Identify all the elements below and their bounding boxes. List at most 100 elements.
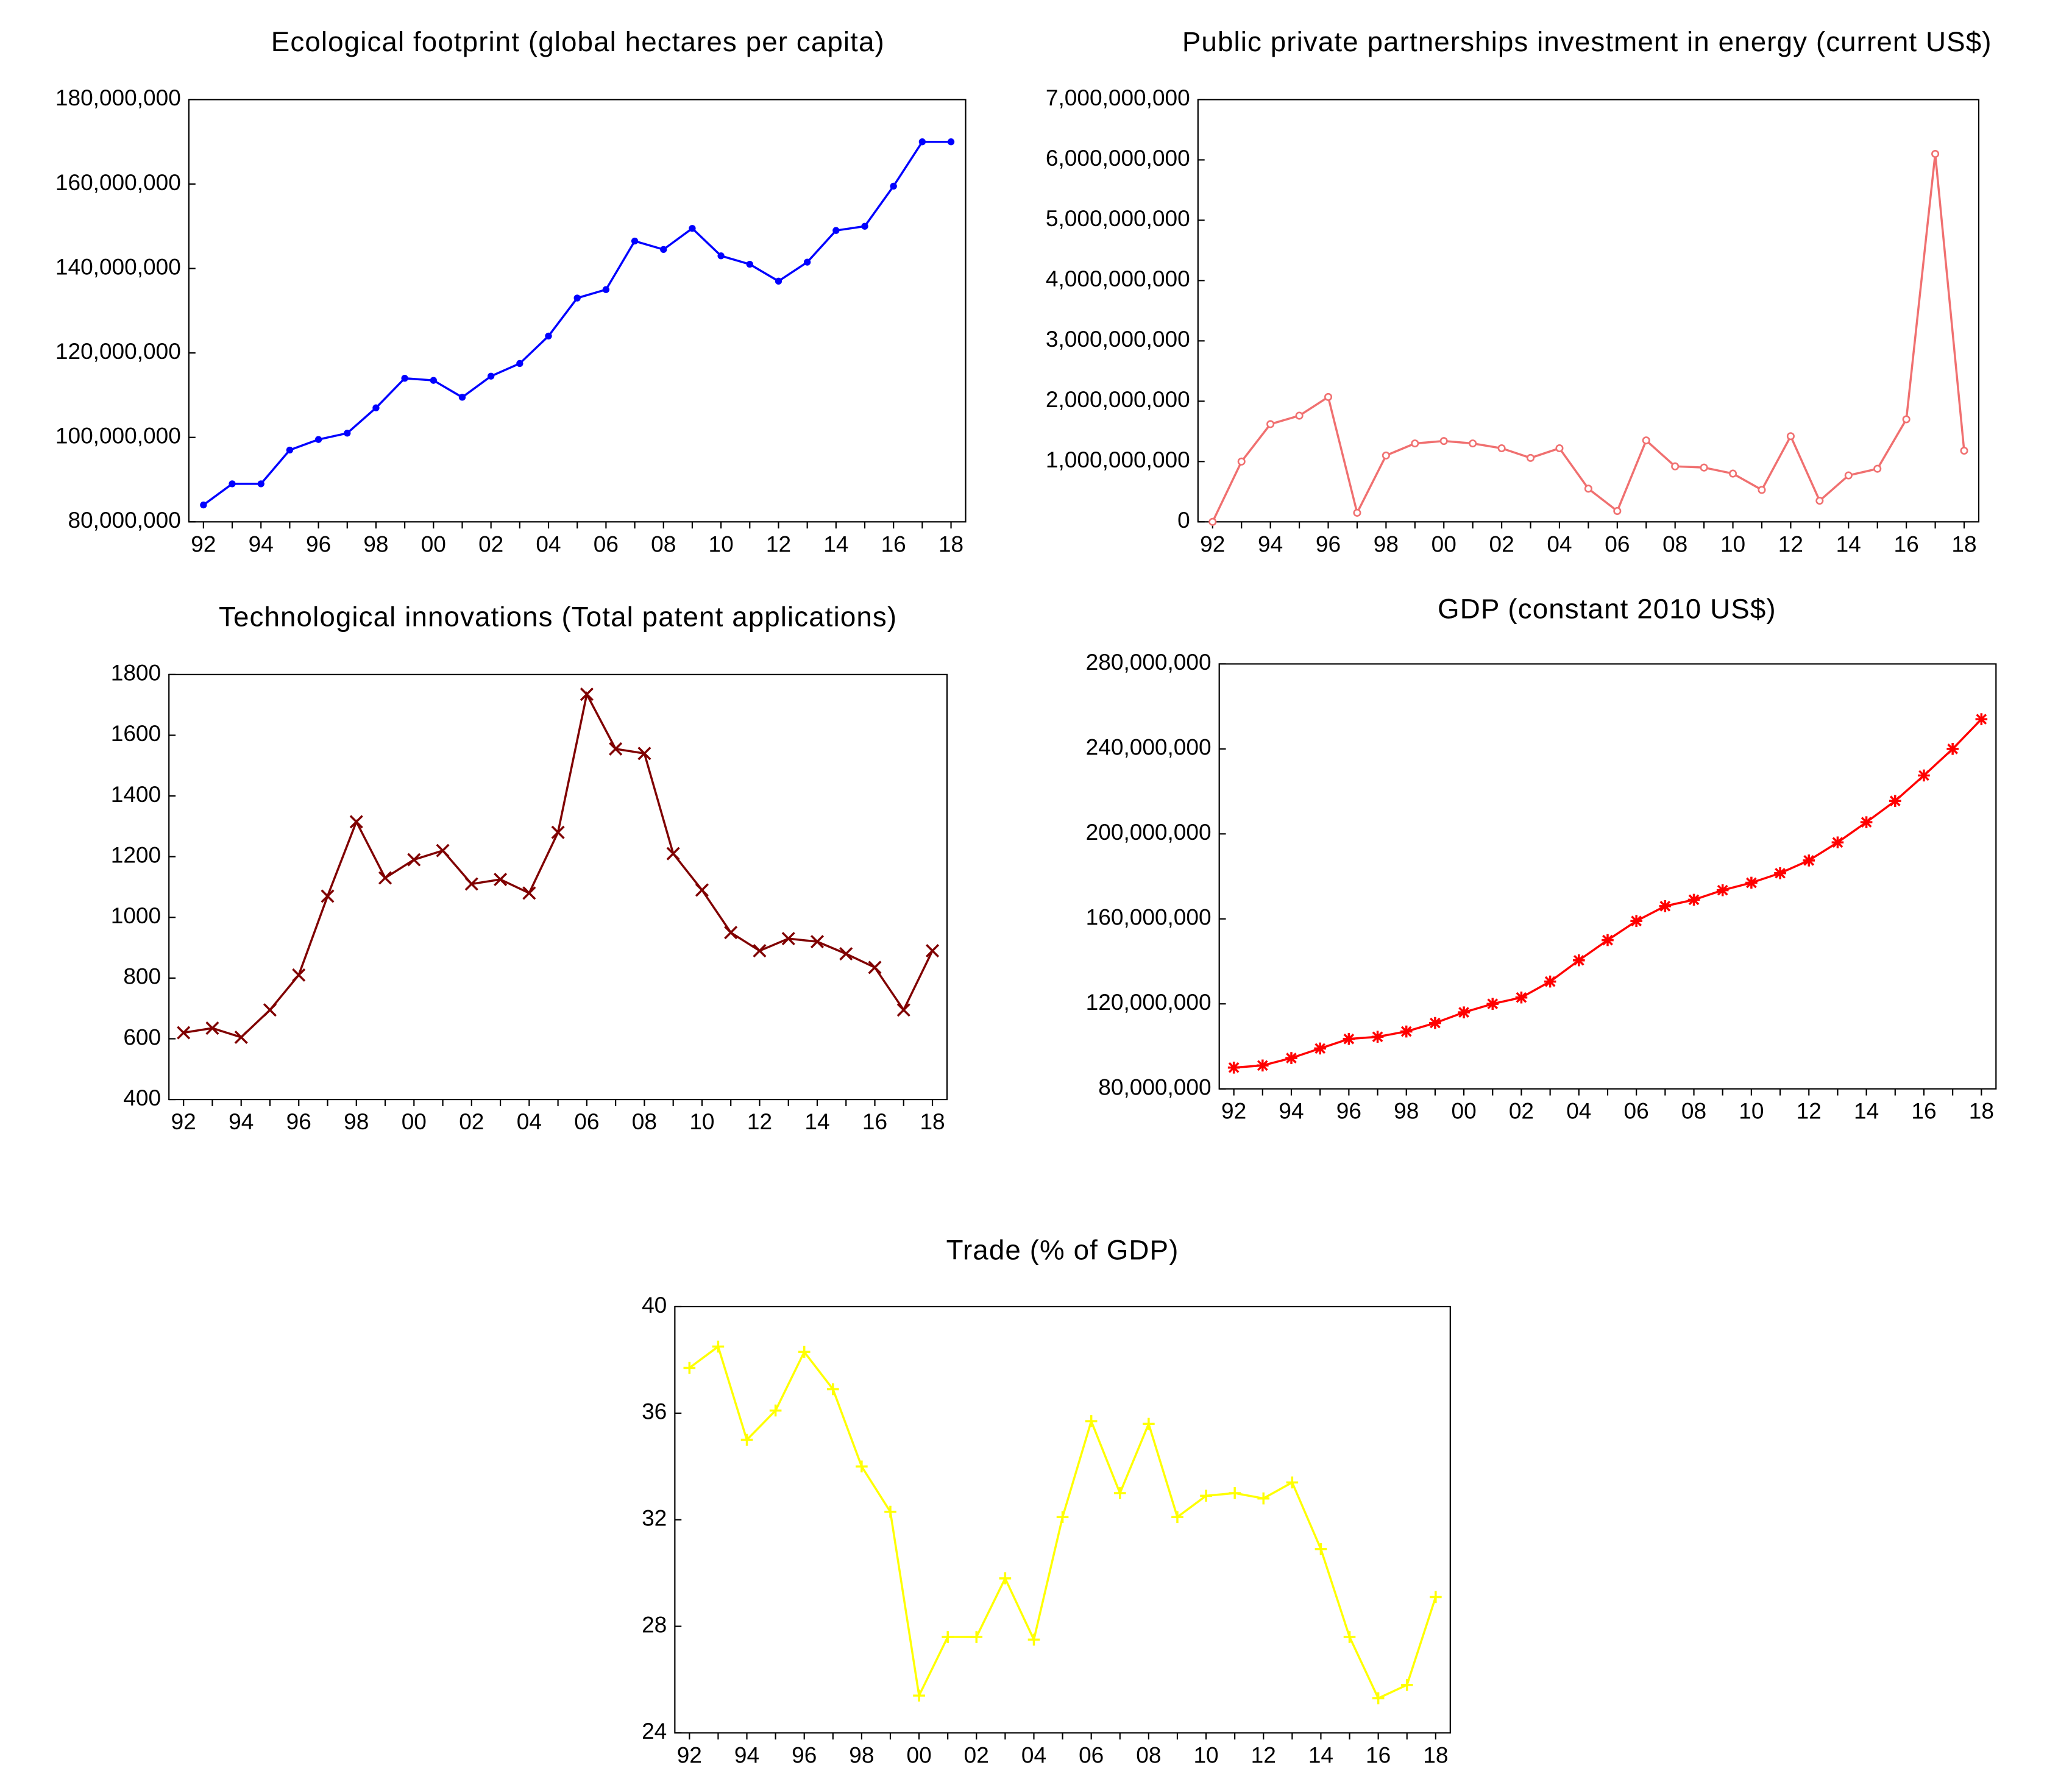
y-tick-label: 40 <box>642 1292 667 1318</box>
x-tick-label: 10 <box>1193 1742 1218 1767</box>
data-point <box>1469 439 1477 448</box>
x-tick-label: 08 <box>632 1109 657 1134</box>
plot-frame <box>1218 663 1997 1090</box>
data-point <box>1429 1017 1441 1029</box>
data-point <box>913 1689 925 1702</box>
data-point <box>522 886 536 900</box>
data-point <box>1400 1678 1413 1691</box>
data-point <box>1946 743 1959 755</box>
x-tick-label: 96 <box>306 531 331 556</box>
data-point <box>1630 915 1642 928</box>
data-point <box>1671 462 1680 470</box>
data-point <box>1200 1489 1212 1502</box>
chart-title: Trade (% of GDP) <box>946 1235 1179 1266</box>
data-point <box>856 1460 868 1473</box>
data-point <box>1786 432 1795 441</box>
x-tick-label: 92 <box>1221 1098 1246 1124</box>
x-tick-label: 00 <box>906 1742 931 1767</box>
x-tick-label: 00 <box>1432 531 1456 556</box>
x-tick-label: 04 <box>536 531 561 556</box>
data-point <box>580 687 594 701</box>
x-tick-label: 00 <box>402 1109 427 1134</box>
y-tick-label: 36 <box>642 1399 667 1424</box>
data-point <box>1975 713 1988 725</box>
data-line <box>183 691 934 1038</box>
plot-frame <box>188 99 967 523</box>
y-tick-label: 100,000,000 <box>55 422 181 448</box>
data-point <box>1716 884 1729 896</box>
data-point <box>947 138 955 146</box>
x-tick-label: 06 <box>1079 1742 1104 1767</box>
x-tick-label: 04 <box>517 1109 542 1134</box>
data-point <box>637 747 651 761</box>
plot-frame <box>1197 99 1980 523</box>
y-tick-label: 280,000,000 <box>1086 649 1212 675</box>
data-point <box>1613 506 1622 516</box>
data-point <box>1208 517 1217 526</box>
y-tick-label: 1000 <box>111 903 161 928</box>
x-tick-label: 08 <box>1662 531 1687 556</box>
data-point <box>753 944 767 958</box>
x-tick-label: 16 <box>881 531 906 556</box>
data-point <box>263 1003 277 1017</box>
data-point <box>177 1026 191 1040</box>
data-point <box>488 372 495 380</box>
data-point <box>970 1631 983 1643</box>
x-tick-label: 06 <box>594 531 619 556</box>
y-tick-label: 80,000,000 <box>68 507 180 533</box>
y-tick-label: 120,000,000 <box>1086 989 1212 1015</box>
x-tick-label: 92 <box>191 531 216 556</box>
data-point <box>314 436 322 443</box>
data-point <box>1573 954 1585 967</box>
y-tick-label: 1600 <box>111 720 161 746</box>
data-point <box>1687 893 1700 906</box>
data-point <box>839 946 853 961</box>
data-point <box>1526 453 1535 462</box>
x-tick-label: 92 <box>1200 531 1225 556</box>
y-tick-label: 1,000,000,000 <box>1046 447 1190 472</box>
y-tick-label: 120,000,000 <box>55 338 181 364</box>
data-point <box>1860 816 1873 828</box>
data-point <box>1056 1511 1069 1524</box>
data-point <box>1371 1031 1384 1043</box>
data-point <box>775 277 782 285</box>
x-tick-label: 98 <box>1374 531 1399 556</box>
data-point <box>229 480 236 488</box>
x-tick-label: 98 <box>849 1742 874 1767</box>
y-tick-label: 160,000,000 <box>1086 904 1212 930</box>
data-point <box>724 926 738 940</box>
chart-title: Technological innovations (Total patent … <box>219 601 897 632</box>
data-point <box>407 853 421 867</box>
data-point <box>1642 436 1650 445</box>
data-point <box>884 1505 896 1518</box>
x-tick-label: 96 <box>286 1109 311 1134</box>
data-point <box>1285 1052 1297 1064</box>
data-point <box>798 1346 811 1358</box>
x-tick-label: 94 <box>249 531 274 556</box>
data-point <box>234 1030 248 1045</box>
data-point <box>712 1340 725 1353</box>
x-tick-label: 14 <box>1836 531 1861 556</box>
x-tick-label: 98 <box>344 1109 369 1134</box>
x-tick-label: 02 <box>1489 531 1514 556</box>
data-point <box>1439 437 1448 446</box>
data-point <box>827 1383 839 1396</box>
x-tick-label: 10 <box>689 1109 714 1134</box>
x-tick-label: 94 <box>229 1109 254 1134</box>
data-point <box>1315 1542 1327 1555</box>
data-point <box>1831 836 1844 849</box>
data-point <box>1314 1042 1326 1055</box>
data-point <box>1745 876 1758 889</box>
x-tick-label: 02 <box>459 1109 484 1134</box>
data-point <box>344 430 351 437</box>
x-tick-label: 12 <box>1778 531 1803 556</box>
data-point <box>999 1572 1012 1585</box>
data-point <box>1700 463 1708 472</box>
data-point <box>810 935 825 949</box>
y-tick-label: 24 <box>642 1718 667 1744</box>
x-tick-label: 06 <box>1605 531 1630 556</box>
data-point <box>717 252 725 260</box>
data-point <box>832 227 840 234</box>
x-tick-label: 02 <box>478 531 503 556</box>
data-point <box>545 332 552 340</box>
